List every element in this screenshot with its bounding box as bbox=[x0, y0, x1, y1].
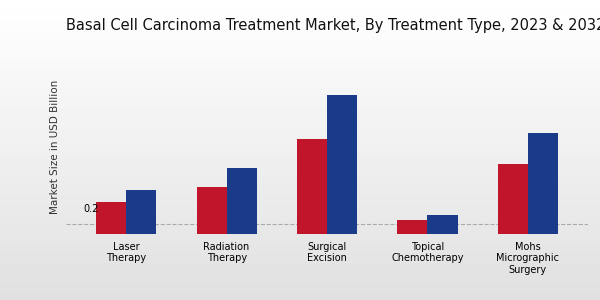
Bar bbox=[327, 95, 357, 234]
Bar bbox=[528, 133, 558, 234]
Bar bbox=[197, 187, 227, 234]
Y-axis label: Market Size in USD Billion: Market Size in USD Billion bbox=[50, 80, 61, 214]
Bar bbox=[397, 220, 427, 234]
Text: Basal Cell Carcinoma Treatment Market, By Treatment Type, 2023 & 2032: Basal Cell Carcinoma Treatment Market, B… bbox=[66, 18, 600, 33]
Bar bbox=[126, 190, 157, 234]
Bar bbox=[96, 202, 126, 234]
Bar bbox=[497, 164, 528, 234]
Bar bbox=[227, 168, 257, 234]
Bar bbox=[297, 139, 327, 234]
Text: 0.2: 0.2 bbox=[83, 204, 98, 214]
Bar bbox=[427, 215, 458, 234]
